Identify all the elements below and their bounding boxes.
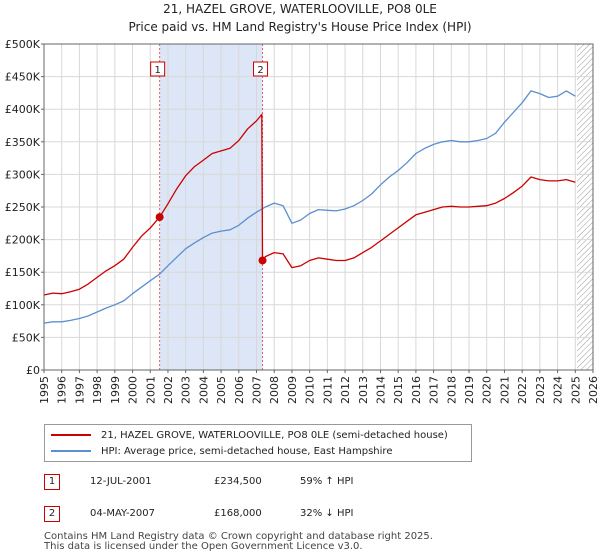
transaction-row: 2 04-MAY-2007 £168,000 32% ↓ HPI [44,506,464,524]
chart-legend: 21, HAZEL GROVE, WATERLOOVILLE, PO8 0LE … [44,424,472,462]
transaction-date: 12-JUL-2001 [90,476,152,487]
x-tick-label: 2003 [180,376,193,404]
x-tick-label: 2007 [251,376,264,404]
legend-label-property: 21, HAZEL GROVE, WATERLOOVILLE, PO8 0LE … [101,429,448,441]
transaction-badge: 1 [44,474,60,490]
y-tick-label: £350K [5,136,41,149]
transaction-hpi-change: 59% ↑ HPI [300,476,354,487]
x-tick-label: 2016 [410,376,423,404]
x-tick-label: 2021 [498,376,511,404]
y-tick-label: £250K [5,201,41,214]
legend-swatch-hpi [51,450,91,452]
x-tick-label: 2001 [144,376,157,404]
sale-point [258,256,267,265]
sale-badge [150,61,166,77]
x-tick-label: 1996 [56,376,69,404]
transaction-date: 04-MAY-2007 [90,508,156,519]
x-tick-label: 2010 [304,376,317,404]
x-tick-label: 1997 [73,376,86,404]
x-tick-label: 2005 [215,376,228,404]
transaction-price: £234,500 [214,476,262,487]
x-tick-label: 1995 [38,376,51,404]
y-tick-label: £200K [5,234,41,247]
y-tick-label: £400K [5,103,41,116]
sale-point [155,213,164,222]
transaction-price: £168,000 [214,508,262,519]
y-tick-label: £50K [12,331,41,344]
x-tick-label: 2000 [127,376,140,404]
y-tick-label: £0 [26,364,40,377]
y-tick-label: £150K [5,266,41,279]
x-tick-label: 2023 [534,376,547,404]
chart-subtitle: Price paid vs. HM Land Registry's House … [128,20,472,34]
legend-item-property: 21, HAZEL GROVE, WATERLOOVILLE, PO8 0LE … [51,427,448,443]
legend-swatch-property [51,434,91,436]
property-price-line [43,113,576,296]
chart-title: 21, HAZEL GROVE, WATERLOOVILLE, PO8 0LE [163,2,437,16]
x-tick-label: 2025 [569,376,582,404]
y-tick-label: £100K [5,299,41,312]
y-tick-label: £450K [5,71,41,84]
footer-attribution: Contains HM Land Registry data © Crown c… [44,532,433,552]
price-chart: 1 2 £0 £50K £100K £150K £200K £250K £300K £350K £… [5,38,600,404]
x-tick-label: 1998 [91,376,104,404]
footer-copyright: Contains HM Land Registry data © Crown c… [44,531,433,542]
legend-label-hpi: HPI: Average price, semi-detached house,… [101,445,393,457]
x-tick-label: 2019 [463,376,476,404]
x-tick-label: 2002 [162,376,175,404]
x-tick-label: 2024 [552,376,565,404]
transaction-badge: 2 [44,506,60,522]
footer-licence: This data is licensed under the Open Gov… [44,541,363,552]
legend-item-hpi: HPI: Average price, semi-detached house,… [51,443,392,459]
x-tick-label: 2012 [339,376,352,404]
x-tick-label: 2004 [197,376,210,404]
x-tick-label: 2018 [445,376,458,404]
transaction-hpi-change: 32% ↓ HPI [300,508,354,519]
x-tick-label: 2008 [268,376,281,404]
x-tick-label: 2022 [516,376,529,404]
x-tick-label: 2013 [357,376,370,404]
x-tick-label: 2009 [286,376,299,404]
x-tick-label: 2006 [233,376,246,404]
y-tick-label: £500K [5,38,41,51]
sale-badge-label: 1 [154,65,160,76]
hpi-line [43,90,576,324]
x-tick-label: 2026 [587,376,600,404]
x-tick-label: 2011 [321,376,334,404]
x-tick-label: 2020 [481,376,494,404]
transaction-row: 1 12-JUL-2001 £234,500 59% ↑ HPI [44,474,464,492]
sale-badge-label: 2 [257,65,263,76]
x-tick-label: 2015 [392,376,405,404]
x-tick-label: 2017 [428,376,441,404]
sale-badge [253,61,269,77]
x-tick-label: 1999 [109,376,122,404]
y-tick-label: £300K [5,168,41,181]
x-tick-label: 2014 [374,376,387,404]
